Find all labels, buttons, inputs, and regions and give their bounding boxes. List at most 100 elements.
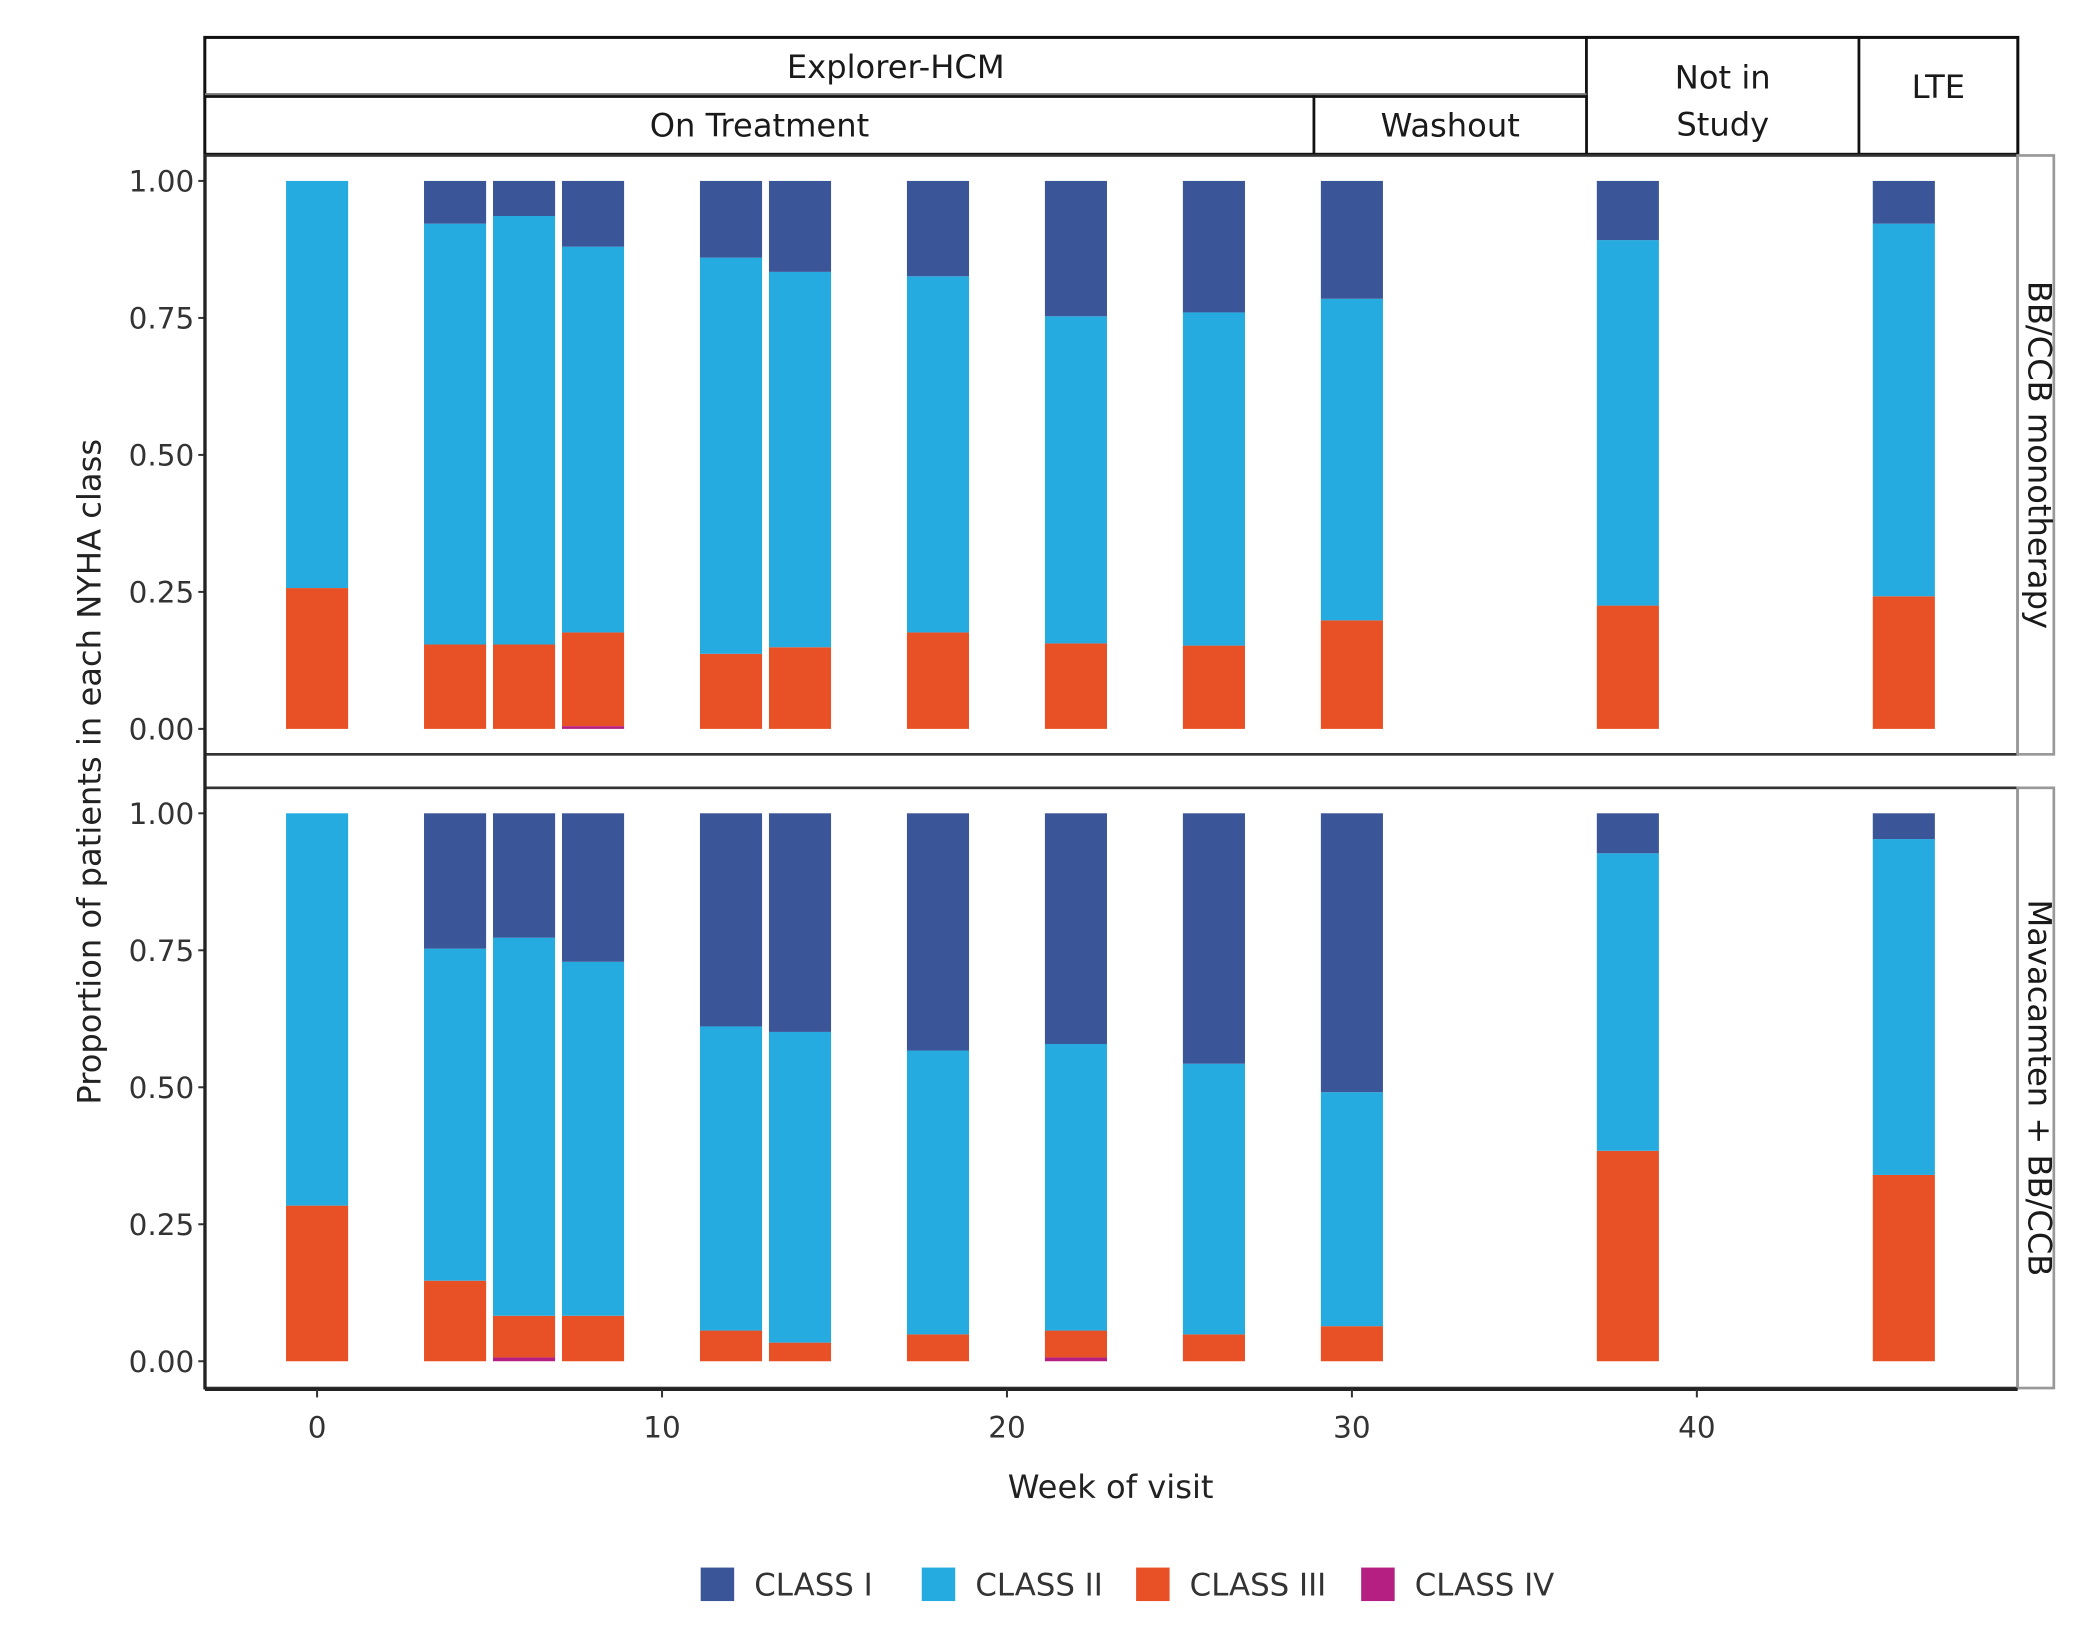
- bar-segment-class-ii: [1182, 1063, 1245, 1335]
- bar-segment-class-i: [1872, 180, 1935, 224]
- bar-segment-class-i: [1044, 813, 1108, 1044]
- bar-segment-class-ii: [699, 1026, 763, 1331]
- bar-segment-class-iii: [424, 1280, 487, 1362]
- bar-segment-class-i: [1320, 813, 1383, 1093]
- bar-segment-class-iii: [561, 632, 625, 727]
- bar-segment-class-ii: [1320, 298, 1383, 621]
- bar-segment-class-iii: [1596, 605, 1659, 729]
- bar-segment-class-ii: [768, 271, 832, 648]
- panel-label: BB/CCB monotherapy: [2020, 281, 2058, 629]
- strip-washout: [1312, 95, 1588, 156]
- bar-segment-class-i: [699, 813, 763, 1027]
- panel-strip: [2016, 154, 2056, 756]
- legend-swatch-class-iii: [1136, 1567, 1170, 1602]
- panels: BB/CCB monotherapy0.000.250.500.751.00Ma…: [129, 154, 2058, 1390]
- strip-label: Not in: [1675, 58, 1771, 96]
- x-tick-label: 40: [1678, 1411, 1716, 1445]
- y-tick-label: 0.50: [129, 439, 195, 473]
- bar-segment-class-ii: [906, 1050, 970, 1335]
- bar-segment-class-i: [1044, 180, 1108, 317]
- bar-segment-class-ii: [286, 180, 349, 589]
- panel-1: BB/CCB monotherapy 0.00 0.25 0.50 0.75 1.00: [129, 154, 2058, 756]
- legend-label: CLASS IV: [1415, 1568, 1554, 1604]
- y-tick-label: 0.75: [129, 302, 195, 336]
- y-tick-label: 0.00: [129, 1345, 195, 1379]
- bar-segment-class-ii: [699, 257, 763, 654]
- y-tick-label: 1.00: [129, 165, 195, 199]
- y-tick-label: 0.25: [129, 1208, 195, 1242]
- bar-segment-class-iii: [768, 1342, 832, 1362]
- bar-segment-class-ii: [286, 813, 349, 1206]
- legend-swatch-class-i: [700, 1567, 735, 1602]
- bar-segment-class-iii: [699, 653, 763, 729]
- top-strips: Explorer-HCM Not in Study LTE On Treatment Wa…: [203, 35, 2020, 156]
- bar-segment-class-iii: [906, 1334, 970, 1362]
- bar-segment-class-iii: [561, 1315, 625, 1362]
- strip-lte: [1857, 36, 2019, 156]
- bar-segment-class-i: [768, 813, 832, 1032]
- bar-segment-class-iii: [1182, 645, 1245, 729]
- x-tick-label: 10: [643, 1411, 680, 1445]
- strip-explorer-hcm: [203, 36, 1588, 97]
- bar-segment-class-ii: [1872, 223, 1935, 597]
- bar-segment-class-ii: [768, 1031, 832, 1343]
- bar-segment-class-ii: [1872, 839, 1935, 1175]
- panel-2: Mavacamten + BB/CCB 0.00 0.25 0.50 0.75 1.00: [129, 786, 2058, 1390]
- bar-segment-class-ii: [1182, 312, 1245, 646]
- x-axis: 0 10 20 30 40: [203, 155, 2018, 1445]
- bar-segment-class-i: [1320, 180, 1383, 299]
- bar-segment-class-iii: [906, 632, 970, 729]
- strip-label: On Treatment: [650, 107, 869, 145]
- bar-segment-class-iv: [1044, 1357, 1108, 1362]
- bar-segment-class-iii: [493, 1315, 556, 1358]
- bar-segment-class-iii: [1872, 596, 1935, 729]
- legend: CLASS I CLASS II CLASS III CLASS IV: [700, 1567, 1554, 1604]
- bar-segment-class-i: [424, 813, 487, 949]
- y-tick-label: 0.50: [129, 1071, 195, 1105]
- bar-segment-class-iii: [768, 647, 832, 729]
- bar-segment-class-i: [906, 813, 970, 1051]
- bar-segment-class-ii: [1044, 316, 1108, 644]
- y-tick-label: 1.00: [129, 797, 195, 831]
- legend-label: CLASS II: [975, 1568, 1103, 1604]
- bar-segment-class-ii: [493, 937, 556, 1316]
- bar-segment-class-iii: [1044, 643, 1108, 729]
- bar-segment-class-ii: [493, 216, 556, 645]
- panel-strip: [2016, 786, 2056, 1390]
- y-tick-label: 0.75: [129, 934, 195, 968]
- bar-segment-class-i: [768, 180, 832, 272]
- bar-segment-class-ii: [561, 961, 625, 1316]
- bar-segment-class-i: [1596, 180, 1659, 241]
- panel-label: Mavacamten + BB/CCB: [2020, 900, 2058, 1277]
- bar-segment-class-iii: [1320, 620, 1383, 729]
- bar-segment-class-ii: [1044, 1043, 1108, 1331]
- bar-segment-class-i: [699, 180, 763, 258]
- bar-segment-class-ii: [906, 276, 970, 633]
- bar-segment-class-iii: [1872, 1174, 1935, 1362]
- bar-segment-class-ii: [424, 948, 487, 1281]
- bar-segment-class-iii: [286, 588, 349, 729]
- bar-segment-class-i: [493, 813, 556, 938]
- bar-segment-class-ii: [1320, 1092, 1383, 1327]
- bar-segment-class-iii: [1182, 1334, 1245, 1362]
- bar-segment-class-i: [1872, 813, 1935, 840]
- strip-label: LTE: [1912, 68, 1965, 106]
- bar-segment-class-i: [1182, 813, 1245, 1064]
- y-tick-label: 0.00: [129, 713, 195, 747]
- legend-label: CLASS III: [1190, 1568, 1327, 1604]
- bar-segment-class-iii: [1044, 1330, 1108, 1358]
- bar-segment-class-i: [1182, 180, 1245, 313]
- bar-segment-class-i: [561, 813, 625, 962]
- bar-segment-class-iii: [286, 1205, 349, 1362]
- bar-segment-class-i: [561, 180, 625, 247]
- bar-segment-class-iii: [493, 644, 556, 729]
- bar-segment-class-i: [493, 180, 556, 217]
- legend-swatch-class-iv: [1361, 1567, 1395, 1602]
- bar-segment-class-iv: [493, 1357, 556, 1362]
- bar-segment-class-iii: [699, 1330, 763, 1362]
- bar-segment-class-i: [424, 180, 487, 224]
- x-tick-label: 30: [1333, 1411, 1371, 1445]
- bar-segment-class-ii: [1596, 240, 1659, 606]
- bar-segment-class-iii: [1596, 1150, 1659, 1362]
